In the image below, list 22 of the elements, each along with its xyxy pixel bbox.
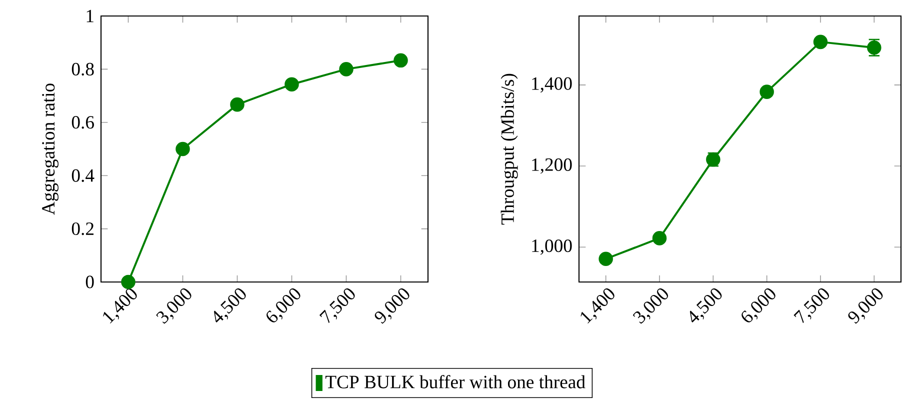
point (652, 231, 667, 246)
y-axis-title: Aggregation ratio (42, 84, 58, 215)
y-tick-label: 1 (86, 10, 94, 22)
y-tick-label: 1,400 (532, 77, 572, 93)
point (121, 274, 136, 290)
point (284, 77, 299, 92)
point (339, 62, 354, 76)
point (394, 53, 408, 68)
y-axis-title: Througput (Mbits/s) (500, 74, 518, 225)
point (230, 97, 244, 112)
point (176, 142, 190, 156)
y-tick-label: 1,200 (532, 158, 572, 174)
y-tick-label: 0.4 (72, 169, 94, 182)
point (760, 84, 774, 99)
y-tick-label: 0.2 (72, 222, 94, 236)
y-tick-label: 0.6 (72, 116, 94, 129)
legend-label: TCP BULK buffer with one thread (325, 375, 586, 388)
y-tick-label: 0 (86, 276, 94, 288)
point (598, 252, 613, 266)
y-tick-label: 1,000 (532, 239, 572, 255)
point (813, 34, 828, 50)
y-tick-label: 0.8 (72, 62, 94, 76)
